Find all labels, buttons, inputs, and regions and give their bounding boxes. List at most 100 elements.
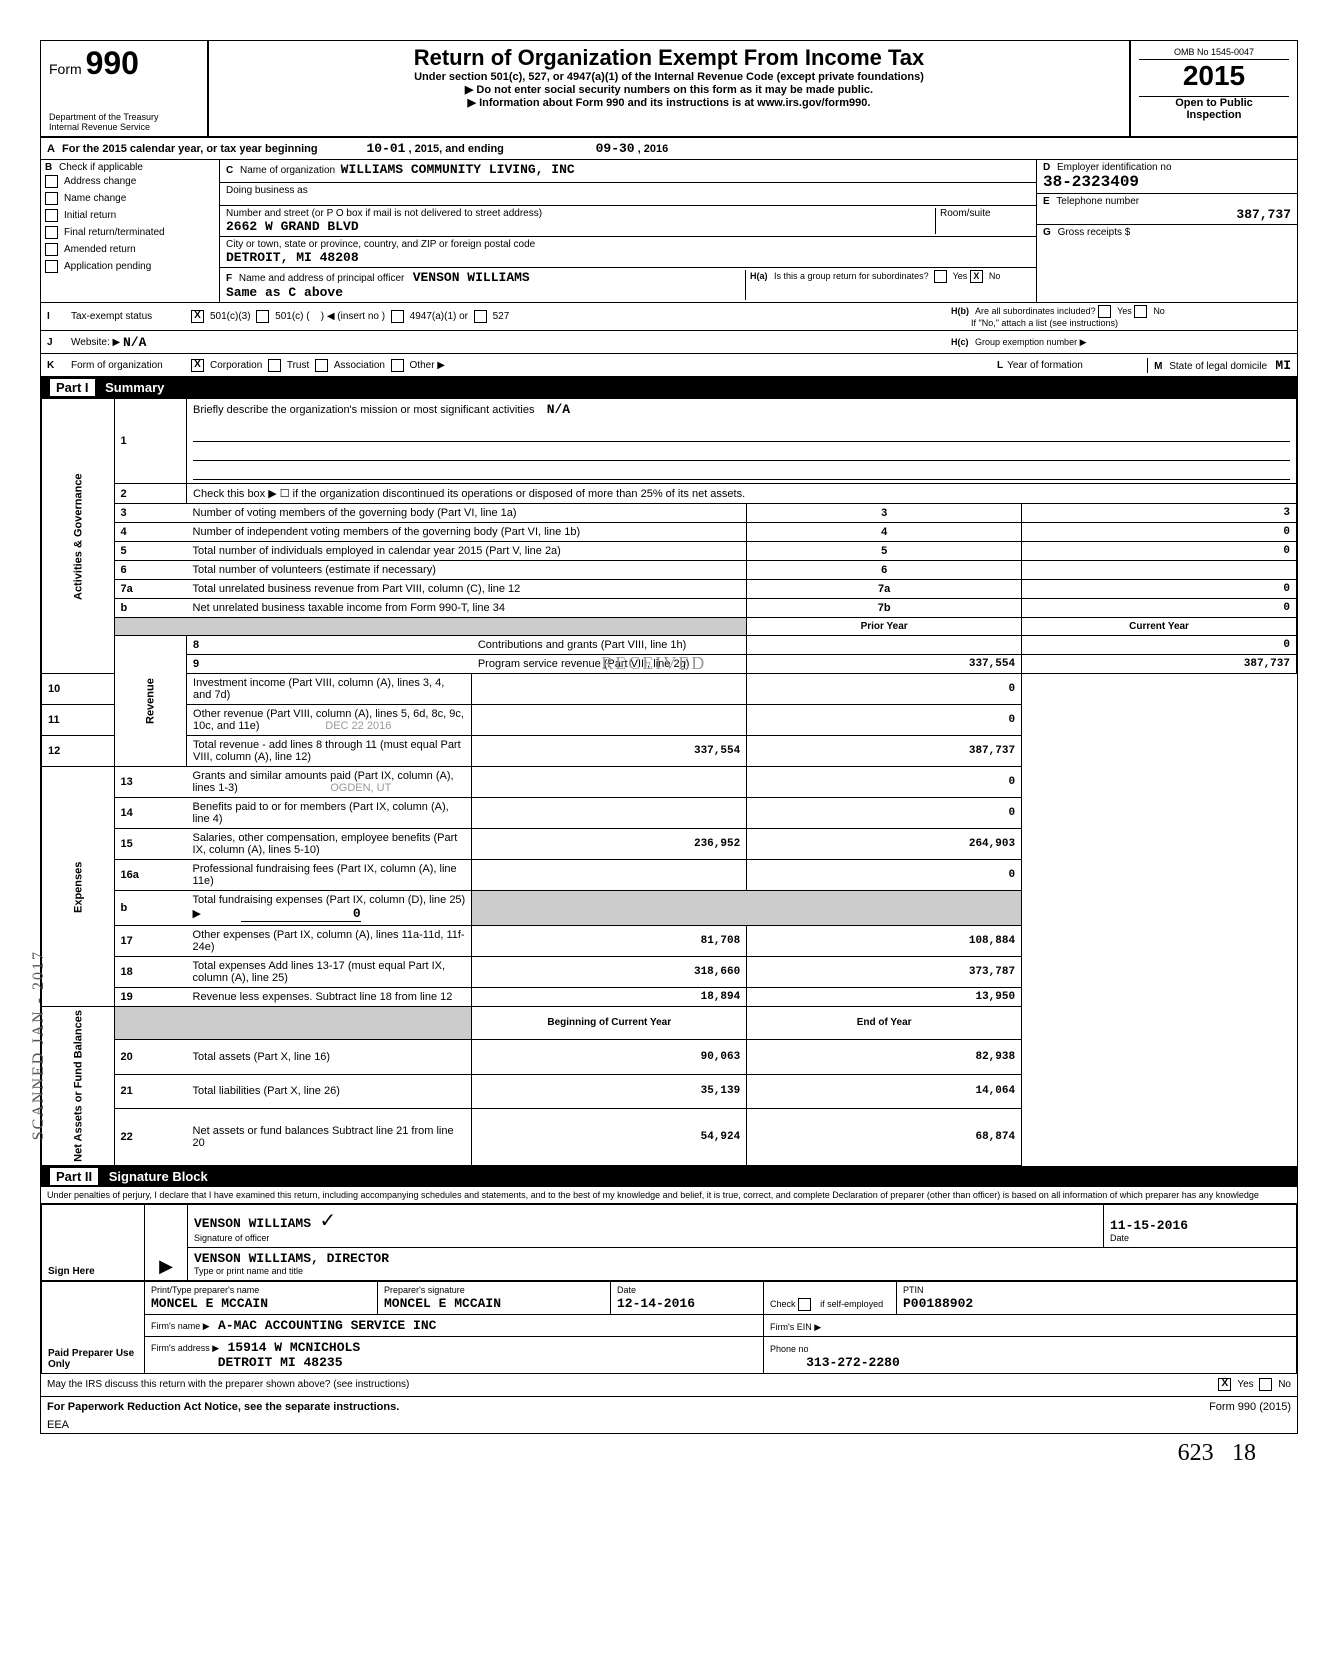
header-right: OMB No 1545-0047 2015 Open to Public Ins… [1131, 41, 1297, 136]
header-center: Return of Organization Exempt From Incom… [209, 41, 1131, 136]
check-corp[interactable]: X [191, 359, 204, 372]
line5-desc: Total number of individuals employed in … [187, 542, 747, 561]
line8-desc: Contributions and grants (Part VIII, lin… [472, 636, 747, 655]
label-f: F [226, 273, 232, 284]
label-hb: H(b) [951, 306, 969, 316]
hb-yes[interactable] [1098, 305, 1111, 318]
open-public: Open to Public [1139, 97, 1289, 109]
line10-curr: 0 [747, 674, 1022, 705]
hc-text: Group exemption number ▶ [975, 337, 1086, 347]
ein: 38-2323409 [1043, 173, 1139, 191]
label-d: D [1043, 162, 1050, 173]
opt-trust: Trust [287, 360, 309, 371]
line12-prior: 337,554 [472, 736, 747, 767]
check-label-1: Name change [64, 193, 126, 204]
line13-desc: Grants and similar amounts paid (Part IX… [193, 770, 454, 794]
line8-curr: 0 [1022, 636, 1297, 655]
firm-name-label: Firm's name ▶ [151, 1321, 210, 1331]
line22-desc: Net assets or fund balances Subtract lin… [187, 1109, 472, 1166]
side-net-assets: Net Assets or Fund Balances [42, 1007, 115, 1166]
opt-501c3: 501(c)(3) [210, 311, 251, 322]
row-i: I Tax-exempt status X501(c)(3) 501(c) ( … [41, 303, 1297, 331]
firm-ein-label: Firm's EIN ▶ [770, 1322, 821, 1332]
side-expenses: Expenses [42, 767, 115, 1007]
discuss-text: May the IRS discuss this return with the… [47, 1379, 409, 1390]
check-527[interactable] [474, 310, 487, 323]
check-trust[interactable] [268, 359, 281, 372]
m-text: State of legal domicile [1169, 361, 1267, 372]
discuss-yes[interactable]: X [1218, 1378, 1231, 1391]
d-text: Employer identification no [1057, 162, 1172, 173]
line1-val: N/A [547, 402, 570, 417]
line4-val: 0 [1022, 523, 1297, 542]
hb-no[interactable] [1134, 305, 1147, 318]
line14-desc: Benefits paid to or for members (Part IX… [187, 798, 472, 829]
ptin: P00188902 [903, 1296, 973, 1311]
inspection: Inspection [1139, 109, 1289, 121]
line21-prior: 35,139 [472, 1074, 747, 1109]
handwritten-2: 18 [1232, 1440, 1256, 1466]
label-g: G [1043, 227, 1051, 238]
paid-preparer-block: Paid Preparer Use Only Print/Type prepar… [41, 1281, 1297, 1374]
line1-desc: Briefly describe the organization's miss… [193, 404, 534, 416]
ha-no[interactable]: X [970, 270, 983, 283]
paid-preparer-label: Paid Preparer Use Only [42, 1281, 145, 1373]
firm-addr1: 15914 W MCNICHOLS [228, 1340, 361, 1355]
check-app-pending[interactable] [45, 260, 58, 273]
firm-phone: 313-272-2280 [806, 1355, 900, 1370]
discuss-no[interactable] [1259, 1378, 1272, 1391]
hb-note: If "No," attach a list (see instructions… [971, 318, 1118, 328]
line12-desc: Total revenue - add lines 8 through 11 (… [187, 736, 472, 767]
line12-curr: 387,737 [747, 736, 1022, 767]
line11-curr: 0 [747, 705, 1022, 736]
ha-yes[interactable] [934, 270, 947, 283]
same-as-c: Same as C above [226, 285, 343, 300]
line16b-inline: 0 [241, 906, 361, 922]
label-ha: H(a) [750, 271, 768, 281]
self-emp-label: if self-employed [820, 1299, 883, 1309]
line20-prior: 90,063 [472, 1039, 747, 1074]
typed-name-title: VENSON WILLIAMS, DIRECTOR [194, 1251, 389, 1266]
form-label: Form [49, 61, 82, 77]
check-final-return[interactable] [45, 226, 58, 239]
end-year-head: End of Year [747, 1007, 1022, 1040]
form-title: Return of Organization Exempt From Incom… [217, 45, 1121, 71]
check-4947[interactable] [391, 310, 404, 323]
prep-sig-label: Preparer's signature [384, 1285, 465, 1295]
check-other[interactable] [391, 359, 404, 372]
check-501c[interactable] [256, 310, 269, 323]
check-address-change[interactable] [45, 175, 58, 188]
opt-501c-b: ) ◀ (insert no ) [321, 311, 385, 322]
paperwork-notice: For Paperwork Reduction Act Notice, see … [47, 1401, 399, 1413]
summary-table: Activities & Governance 1 Briefly descri… [41, 398, 1297, 1166]
line22-prior: 54,924 [472, 1109, 747, 1166]
check-assoc[interactable] [315, 359, 328, 372]
row-a: A For the 2015 calendar year, or tax yea… [41, 138, 1297, 160]
firm-addr2: DETROIT MI 48235 [218, 1355, 343, 1370]
line19-prior: 18,894 [472, 988, 747, 1007]
line15-prior: 236,952 [472, 829, 747, 860]
typed-label: Type or print name and title [194, 1266, 303, 1276]
check-initial-return[interactable] [45, 209, 58, 222]
form-subtitle3: ▶ Information about Form 990 and its ins… [217, 96, 1121, 109]
label-j: J [47, 337, 67, 348]
check-self-employed[interactable] [798, 1298, 811, 1311]
check-name-change[interactable] [45, 192, 58, 205]
org-name: WILLIAMS COMMUNITY LIVING, INC [341, 162, 575, 177]
state-domicile: MI [1275, 358, 1291, 373]
part2-label: Part II [49, 1167, 99, 1186]
line22-curr: 68,874 [747, 1109, 1022, 1166]
preparer-sig: MONCEL E MCCAIN [384, 1296, 501, 1311]
sign-here-label: Sign Here [42, 1204, 145, 1280]
sig-officer-label: Signature of officer [194, 1233, 269, 1243]
check-501c3[interactable]: X [191, 310, 204, 323]
line5-val: 0 [1022, 542, 1297, 561]
form-990-container: Form 990 Department of the Treasury Inte… [40, 40, 1298, 1434]
f-name-label: Name and address of principal officer [239, 273, 404, 284]
check-if-applicable: Check if applicable [59, 162, 143, 173]
ha-text: Is this a group return for subordinates? [774, 271, 929, 281]
line20-desc: Total assets (Part X, line 16) [187, 1039, 472, 1074]
check-amended[interactable] [45, 243, 58, 256]
line9-prior: 337,554 [747, 655, 1022, 674]
line15-desc: Salaries, other compensation, employee b… [187, 829, 472, 860]
